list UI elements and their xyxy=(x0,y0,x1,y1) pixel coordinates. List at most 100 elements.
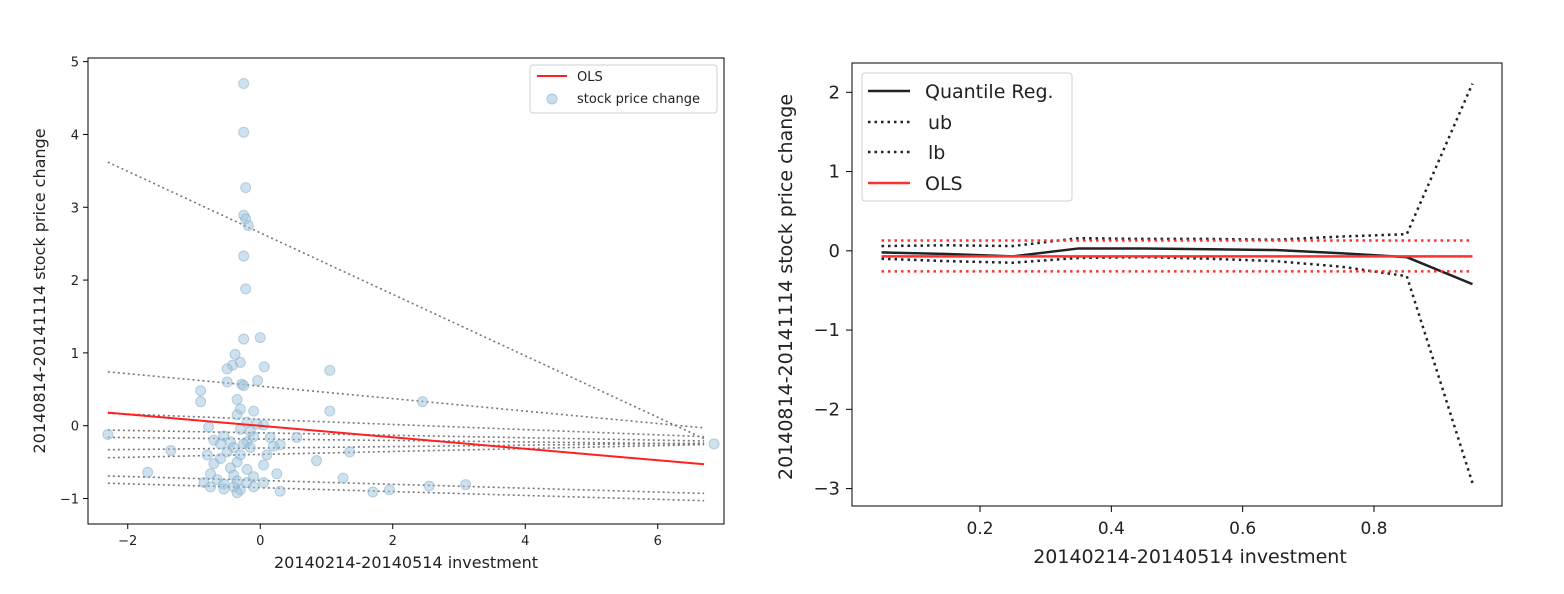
left-quantile-line xyxy=(107,443,705,459)
left-quantile-line xyxy=(107,429,705,442)
right-y-tick-label: 0 xyxy=(829,241,840,262)
scatter-point xyxy=(238,250,250,262)
right-legend-quantile-label: Quantile Reg. xyxy=(925,81,1054,103)
left-quantile-line xyxy=(107,436,705,445)
scatter-point xyxy=(344,446,356,458)
right-legend-lb-label: lb xyxy=(928,142,945,164)
scatter-point xyxy=(311,455,323,467)
scatter-point xyxy=(258,361,270,373)
scatter-point xyxy=(252,375,264,387)
left-scatter-points xyxy=(102,77,720,499)
left-ols-line xyxy=(107,411,705,466)
scatter-point xyxy=(708,438,720,450)
right-x-axis-label: 20140214-20140514 investment xyxy=(1033,546,1347,568)
left-y-axis-label: 20140814-20141114 stock price change xyxy=(30,128,49,453)
scatter-point xyxy=(271,468,283,480)
left-y-tick-label: 1 xyxy=(71,347,79,362)
scatter-point xyxy=(238,77,250,89)
right-series-line xyxy=(881,247,1473,286)
left-legend-box xyxy=(529,64,718,114)
right-y-tick-label: −3 xyxy=(813,479,840,500)
scatter-point xyxy=(241,463,253,475)
scatter-point xyxy=(238,333,250,345)
scatter-point xyxy=(201,449,213,461)
right-legend-ub-label: ub xyxy=(928,112,952,134)
scatter-point xyxy=(240,283,252,295)
left-ols-line-group xyxy=(107,411,705,466)
left-y-tick-label: 5 xyxy=(71,56,79,71)
left-legend-ols-label: OLS xyxy=(577,70,603,85)
scatter-point xyxy=(244,442,256,454)
right-y-tick-label: 1 xyxy=(829,162,840,183)
right-x-tick-label: 0.4 xyxy=(1098,519,1125,539)
right-x-tick-label: 0.8 xyxy=(1360,519,1387,539)
scatter-point xyxy=(417,396,429,408)
scatter-point xyxy=(234,423,246,435)
scatter-point xyxy=(229,348,241,360)
left-legend-marker-swatch xyxy=(546,93,558,105)
right-y-axis-label: 20140814-20141114 stock price change xyxy=(775,94,797,480)
left-y-tick-label: 2 xyxy=(71,274,79,289)
left-plot-frame xyxy=(87,57,725,525)
scatter-point xyxy=(240,182,252,194)
scatter-point xyxy=(218,483,230,495)
left-x-tick-label: 4 xyxy=(521,534,529,549)
scatter-point xyxy=(231,393,243,405)
right-legend: Quantile Reg. ub lb OLS xyxy=(861,72,1073,202)
left-x-tick-label: −2 xyxy=(118,534,137,549)
scatter-point xyxy=(165,444,177,456)
left-y-tick-label: 0 xyxy=(71,420,79,435)
left-y-tick-label: 3 xyxy=(71,201,79,216)
left-x-tick-label: 2 xyxy=(389,534,397,549)
right-x-tick-label: 0.2 xyxy=(967,519,994,539)
scatter-point xyxy=(142,466,154,478)
scatter-point xyxy=(238,126,250,138)
left-chart: −2 0 2 4 6 −1 0 1 2 3 4 5 20140214-20140514 invest… xyxy=(30,56,725,572)
right-y-ticks: −3 −2 −1 0 1 2 xyxy=(813,82,852,500)
scatter-point xyxy=(102,428,114,440)
right-series-line xyxy=(881,255,1474,484)
scatter-point xyxy=(238,380,250,392)
scatter-point xyxy=(337,472,349,484)
right-series-lines xyxy=(881,83,1474,484)
scatter-point xyxy=(258,459,270,471)
scatter-point xyxy=(324,405,336,417)
right-x-ticks: 0.2 0.4 0.6 0.8 xyxy=(967,506,1387,539)
left-quantile-line xyxy=(107,475,705,495)
scatter-point xyxy=(205,481,217,493)
left-y-tick-label: −1 xyxy=(60,493,79,508)
scatter-point xyxy=(208,458,220,470)
right-y-tick-label: −1 xyxy=(813,320,840,341)
scatter-point xyxy=(248,405,260,417)
scatter-point xyxy=(231,487,243,499)
scatter-point xyxy=(367,486,379,498)
scatter-point xyxy=(268,440,279,452)
scatter-point xyxy=(195,396,207,408)
left-x-tick-label: 0 xyxy=(256,534,264,549)
scatter-point xyxy=(231,409,243,421)
scatter-point xyxy=(248,481,260,493)
scatter-point xyxy=(221,446,233,458)
scatter-point xyxy=(324,364,336,376)
left-quantile-line xyxy=(107,482,705,502)
left-legend: OLS stock price change xyxy=(529,64,718,114)
scatter-point xyxy=(254,332,266,344)
right-plot-frame xyxy=(851,62,1503,507)
left-legend-marker-label: stock price change xyxy=(577,92,700,107)
left-y-tick-label: 4 xyxy=(71,128,79,143)
scatter-point xyxy=(221,376,233,388)
scatter-point xyxy=(195,385,207,397)
scatter-point xyxy=(423,480,435,492)
scatter-point xyxy=(460,479,472,491)
scatter-point xyxy=(383,484,395,496)
left-x-axis-label: 20140214-20140514 investment xyxy=(274,553,538,572)
scatter-point xyxy=(291,431,303,443)
scatter-point xyxy=(221,363,233,375)
left-y-ticks: −1 0 1 2 3 4 5 xyxy=(60,56,88,508)
right-legend-ols-label: OLS xyxy=(925,173,963,195)
right-x-tick-label: 0.6 xyxy=(1229,519,1256,539)
left-x-ticks: −2 0 2 4 6 xyxy=(118,524,662,549)
right-chart: 0.2 0.4 0.6 0.8 −3 −2 −1 0 1 2 20140214-20140514… xyxy=(775,62,1503,568)
left-quantile-line xyxy=(107,412,705,438)
